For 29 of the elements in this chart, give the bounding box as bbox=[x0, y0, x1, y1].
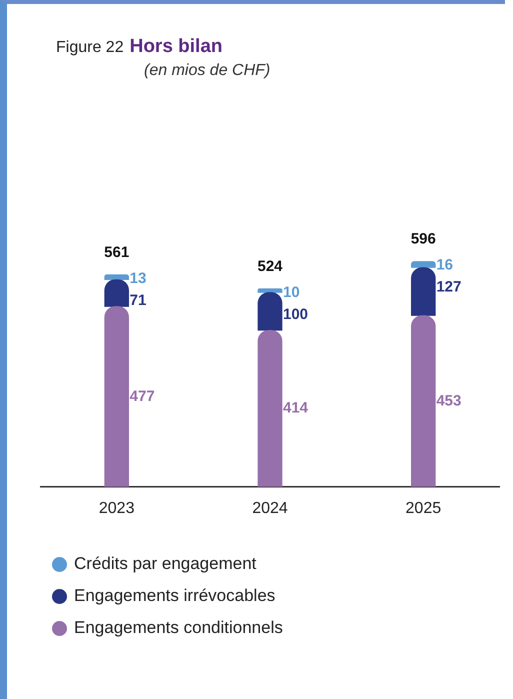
data-label: 13 bbox=[130, 270, 146, 287]
data-label: 127 bbox=[436, 278, 462, 296]
data-label: 10 bbox=[283, 284, 300, 301]
chart-subtitle: (en mios de CHF) bbox=[144, 62, 270, 80]
legend-label: Engagements conditionnels bbox=[74, 618, 283, 638]
bar bbox=[258, 330, 282, 487]
data-label: 453 bbox=[436, 392, 462, 410]
data-label: 100 bbox=[283, 306, 308, 323]
x-tick-label: 2024 bbox=[252, 500, 288, 517]
x-tick-label: 2025 bbox=[406, 500, 442, 517]
total-label: 596 bbox=[410, 230, 436, 248]
bar bbox=[104, 274, 129, 280]
data-label: 71 bbox=[130, 292, 146, 309]
x-tick-label: 2023 bbox=[98, 500, 135, 517]
bar bbox=[258, 292, 282, 331]
total-label: 561 bbox=[104, 244, 130, 261]
bar bbox=[411, 315, 436, 487]
bar bbox=[258, 288, 282, 293]
data-label: 414 bbox=[283, 400, 309, 417]
bar bbox=[411, 267, 436, 316]
total-label: 524 bbox=[257, 258, 284, 275]
data-label: 477 bbox=[130, 388, 155, 405]
legend-label: Engagements irrévocables bbox=[74, 586, 276, 606]
bar bbox=[104, 306, 129, 487]
legend-label: Crédits par engagement bbox=[74, 554, 256, 574]
data-label: 16 bbox=[436, 256, 454, 274]
caption: Figure 22 bbox=[56, 39, 124, 57]
chart-title: Hors bilan bbox=[130, 36, 222, 58]
bar bbox=[411, 261, 436, 268]
